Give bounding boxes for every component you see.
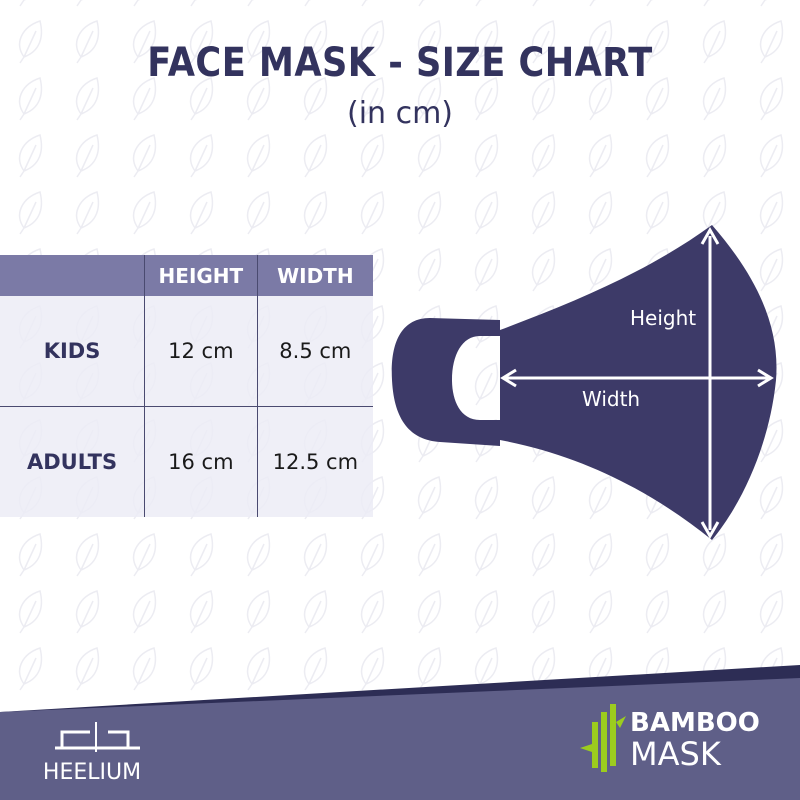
cell-width: 8.5 cm [256, 296, 373, 407]
page-subtitle: (in cm) [346, 96, 453, 131]
page-title: FACE MASK - SIZE CHART [147, 40, 653, 86]
cell-width: 12.5 cm [256, 406, 373, 517]
header-height: HEIGHT [144, 255, 258, 296]
cell-height: 12 cm [144, 296, 258, 407]
bamboo-icon [580, 704, 626, 772]
mask-body [500, 225, 777, 540]
bamboo-brand-line1: BAMBOO [630, 708, 760, 738]
size-table: HEIGHT WIDTH KIDS 12 cm 8.5 cm ADULTS 16… [0, 255, 373, 517]
ear-loop [391, 318, 500, 446]
heelium-brand: HEELIUM [42, 760, 142, 785]
cell-height: 16 cm [144, 406, 258, 517]
row-label: ADULTS [0, 406, 145, 517]
header-blank [0, 255, 145, 296]
table-row: KIDS 12 cm 8.5 cm [0, 296, 373, 407]
table-header-row: HEIGHT WIDTH [0, 255, 373, 296]
width-label: Width [582, 387, 641, 411]
table-row: ADULTS 16 cm 12.5 cm [0, 406, 373, 517]
bamboo-brand-line2: MASK [630, 735, 721, 773]
heelium-logo-icon [55, 722, 140, 752]
measure-arrows [500, 226, 774, 540]
header-width: WIDTH [256, 255, 373, 296]
height-label: Height [630, 306, 697, 330]
row-label: KIDS [0, 296, 145, 407]
